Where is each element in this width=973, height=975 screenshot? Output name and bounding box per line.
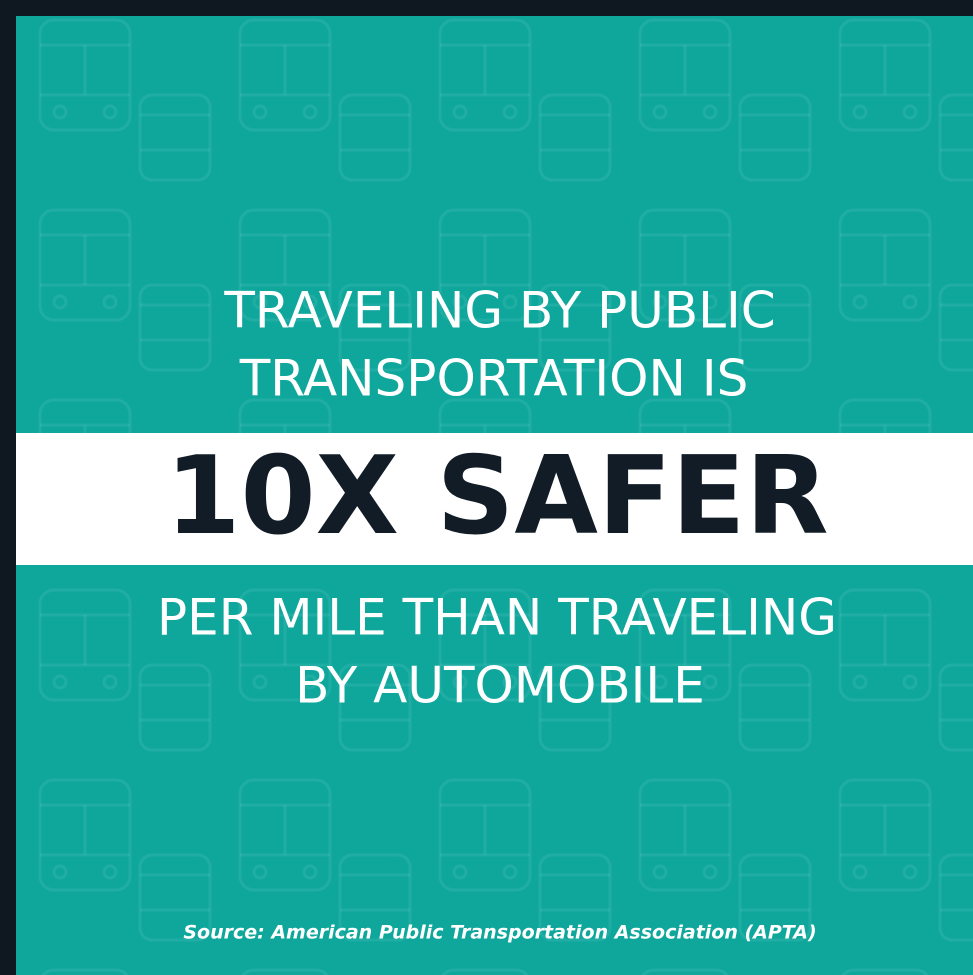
headline-line: TRAVELING BY PUBLIC xyxy=(223,282,775,340)
page: TRAVELING BY PUBLIC TRANSPORTATION IS 10… xyxy=(0,0,973,975)
highlight-text: 10X SAFER xyxy=(165,434,828,559)
infographic: TRAVELING BY PUBLIC TRANSPORTATION IS 10… xyxy=(0,0,973,975)
source: Source: American Public Transportation A… xyxy=(183,922,816,944)
headline-line: TRANSPORTATION IS xyxy=(239,350,749,408)
continuation-line: BY AUTOMOBILE xyxy=(295,657,705,715)
continuation-line: PER MILE THAN TRAVELING xyxy=(157,589,837,647)
